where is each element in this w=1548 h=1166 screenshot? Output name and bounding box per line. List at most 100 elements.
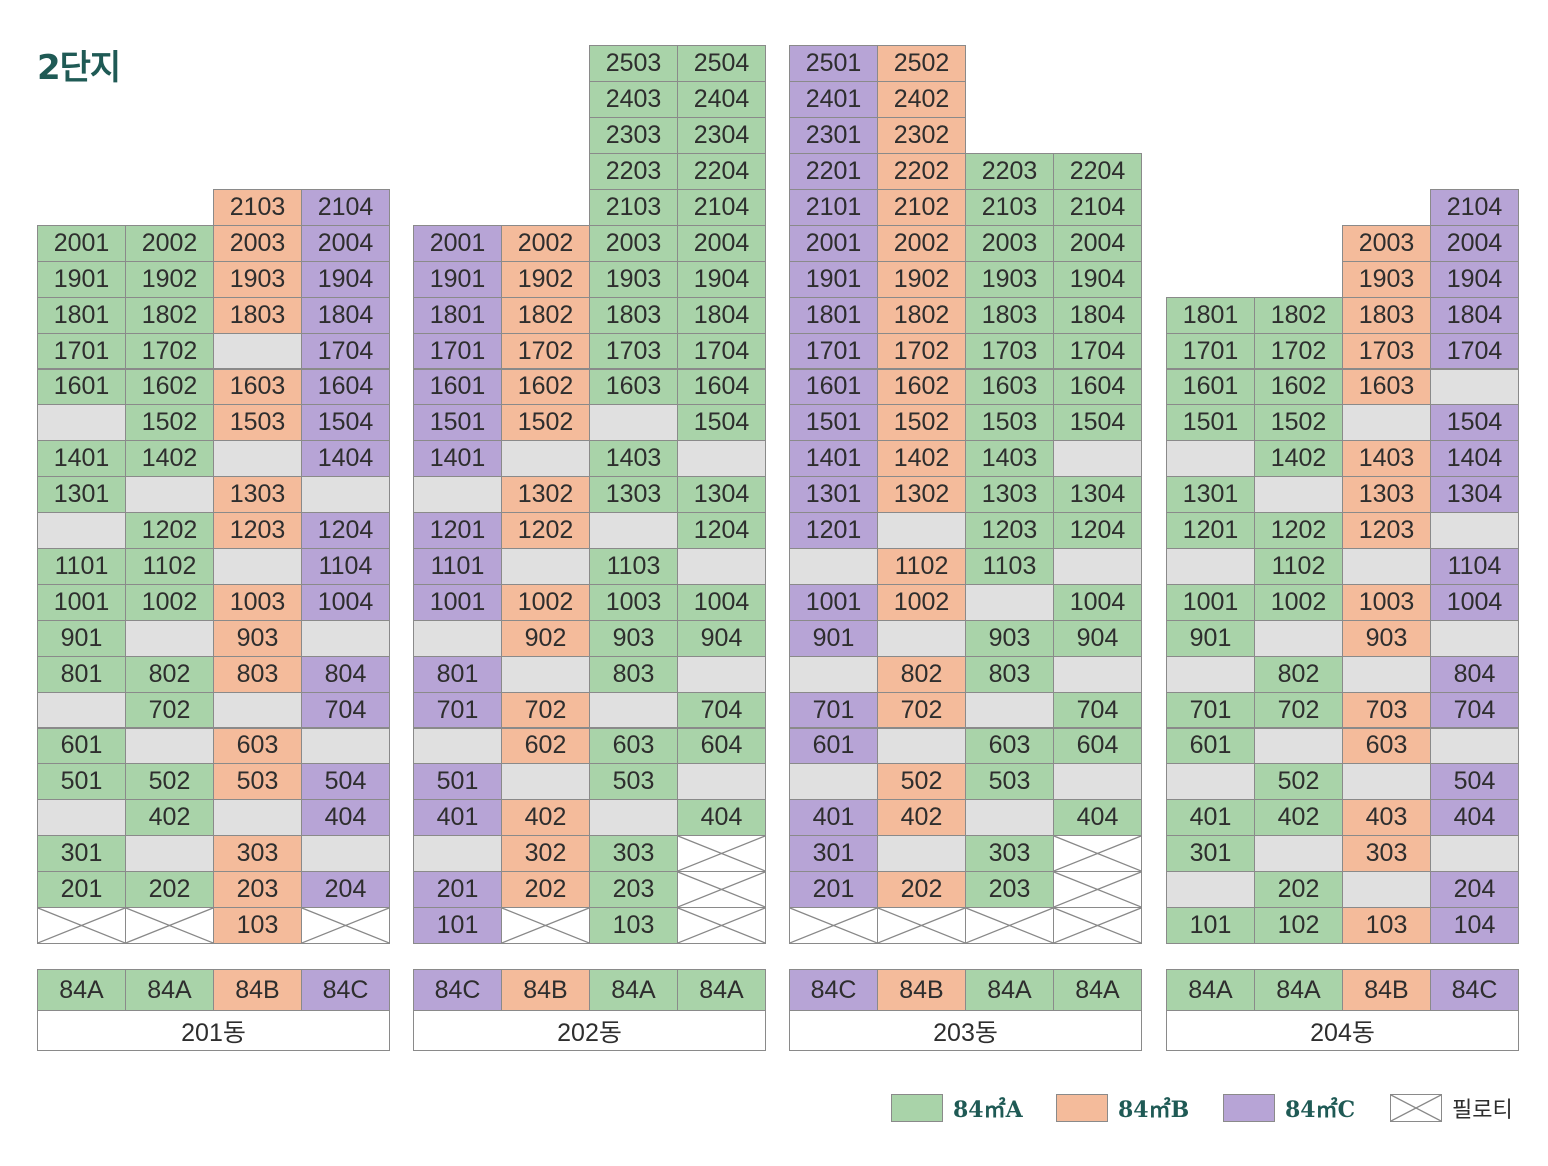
unit-cell: 802	[877, 655, 966, 693]
unit-cell: 1801	[37, 296, 126, 334]
empty-unit-cell	[789, 655, 878, 693]
unit-cell: 1803	[965, 296, 1054, 334]
unit-cell: 1401	[37, 440, 126, 478]
unit-cell: 603	[1342, 727, 1431, 765]
empty-unit-cell	[1053, 655, 1142, 693]
unit-cell: 1004	[1053, 583, 1142, 621]
unit-cell: 2003	[1342, 224, 1431, 262]
unit-cell: 803	[589, 655, 678, 693]
piloti-cell	[789, 907, 878, 944]
unit-cell: 1703	[965, 332, 1054, 370]
unit-type-label: 84C	[413, 969, 502, 1011]
unit-cell: 1701	[789, 332, 878, 370]
unit-cell: 2204	[677, 153, 766, 190]
piloti-cross-icon	[502, 908, 589, 943]
unit-cell: 204	[1430, 871, 1519, 908]
unit-cell: 101	[413, 907, 502, 944]
unit-cell: 603	[213, 727, 302, 765]
unit-cell: 2001	[37, 224, 126, 262]
unit-cell: 2102	[877, 189, 966, 226]
unit-cell: 1904	[1053, 260, 1142, 298]
unit-cell: 804	[301, 655, 390, 693]
empty-unit-cell	[501, 763, 590, 801]
piloti-cell	[37, 907, 126, 944]
empty-unit-cell	[213, 548, 302, 585]
unit-cell: 1801	[789, 296, 878, 334]
unit-cell: 1401	[789, 440, 878, 478]
empty-unit-cell	[1342, 871, 1431, 908]
unit-cell: 2004	[677, 224, 766, 262]
unit-cell: 1201	[413, 512, 502, 549]
unit-type-label: 84A	[1166, 969, 1255, 1011]
unit-cell: 301	[37, 835, 126, 873]
unit-cell: 402	[877, 799, 966, 837]
unit-cell: 202	[877, 871, 966, 908]
unit-cell: 1101	[413, 548, 502, 585]
unit-cell: 202	[125, 871, 214, 908]
piloti-cell	[1053, 907, 1142, 944]
unit-cell: 1003	[213, 583, 302, 621]
unit-cell: 1103	[965, 548, 1054, 585]
unit-cell: 704	[1430, 691, 1519, 729]
unit-cell: 702	[125, 691, 214, 729]
unit-cell: 404	[1430, 799, 1519, 837]
unit-cell: 803	[965, 655, 1054, 693]
unit-cell: 1704	[1430, 332, 1519, 370]
piloti-cross-icon	[126, 908, 213, 943]
unit-cell: 2304	[677, 117, 766, 155]
unit-cell: 2001	[413, 224, 502, 262]
unit-cell: 2202	[877, 153, 966, 190]
unit-cell: 1202	[125, 512, 214, 549]
unit-cell: 402	[125, 799, 214, 837]
unit-cell: 1403	[589, 440, 678, 478]
unit-cell: 1302	[877, 476, 966, 514]
empty-unit-cell	[125, 619, 214, 657]
unit-cell: 1104	[1430, 548, 1519, 585]
unit-cell: 604	[677, 727, 766, 765]
unit-cell: 2003	[589, 224, 678, 262]
empty-unit-cell	[1430, 835, 1519, 873]
unit-cell: 1903	[213, 260, 302, 298]
unit-cell: 1803	[1342, 296, 1431, 334]
empty-unit-cell	[125, 835, 214, 873]
unit-cell: 1204	[1053, 512, 1142, 549]
unit-cell: 1002	[501, 583, 590, 621]
piloti-cross-icon	[878, 908, 965, 943]
unit-cell: 503	[213, 763, 302, 801]
unit-cell: 1304	[1053, 476, 1142, 514]
unit-cell: 1901	[413, 260, 502, 298]
unit-cell: 2002	[877, 224, 966, 262]
empty-unit-cell	[1053, 763, 1142, 801]
unit-cell: 2004	[301, 224, 390, 262]
empty-unit-cell	[413, 835, 502, 873]
unit-cell: 1604	[1053, 368, 1142, 406]
unit-cell: 404	[1053, 799, 1142, 837]
unit-type-label: 84A	[965, 969, 1054, 1011]
unit-cell: 1904	[677, 260, 766, 298]
unit-type-label: 84A	[37, 969, 126, 1011]
unit-cell: 601	[37, 727, 126, 765]
piloti-cross-icon	[678, 908, 765, 943]
building-name: 203동	[789, 1010, 1142, 1051]
unit-cell: 1601	[789, 368, 878, 406]
unit-cell: 504	[1430, 763, 1519, 801]
unit-cell: 1304	[677, 476, 766, 514]
unit-cell: 1802	[501, 296, 590, 334]
unit-cell: 1502	[1254, 404, 1343, 442]
empty-unit-cell	[301, 476, 390, 514]
piloti-cross-icon	[1054, 872, 1141, 907]
unit-cell: 1403	[965, 440, 1054, 478]
legend-color-swatch	[891, 1094, 943, 1122]
empty-unit-cell	[413, 476, 502, 514]
unit-cell: 1701	[413, 332, 502, 370]
unit-cell: 303	[1342, 835, 1431, 873]
unit-cell: 1602	[1254, 368, 1343, 406]
unit-cell: 1204	[677, 512, 766, 549]
unit-cell: 701	[413, 691, 502, 729]
unit-cell: 1402	[125, 440, 214, 478]
unit-type-label: 84B	[501, 969, 590, 1011]
unit-cell: 203	[213, 871, 302, 908]
empty-unit-cell	[501, 440, 590, 478]
unit-cell: 103	[213, 907, 302, 944]
empty-unit-cell	[1342, 548, 1431, 585]
